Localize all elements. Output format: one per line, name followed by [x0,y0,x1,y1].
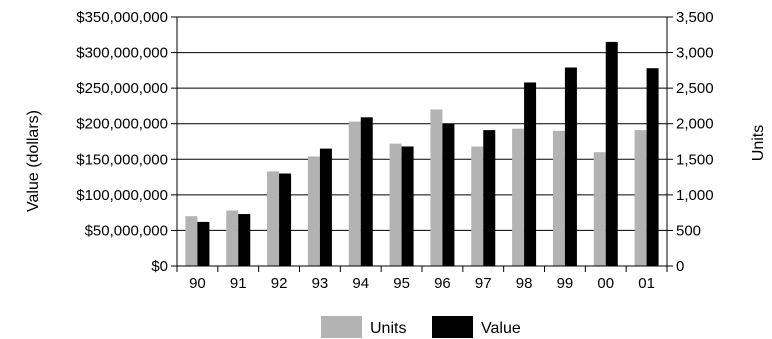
x-tick-label: 96 [434,275,451,292]
x-tick-labels: 90 91 92 93 94 95 96 97 98 99 00 01 [189,275,655,292]
x-tick-label: 97 [475,275,492,292]
left-tick-label: $250,000,000 [76,80,168,97]
x-tick-label: 98 [516,275,533,292]
right-tick-label: 3,500 [676,9,714,26]
legend-swatch-units [321,316,362,338]
x-tick-label: 92 [271,275,288,292]
bar-units [512,128,525,266]
left-tick-label: $300,000,000 [76,45,168,62]
axes [171,16,673,272]
left-tick-label: $0 [151,258,168,275]
bar-value [483,130,496,266]
x-tick-label: 99 [557,275,574,292]
bar-value [442,123,455,266]
bar-units [185,216,198,266]
bar-units [389,143,402,266]
bar-units [634,130,647,266]
x-tick-label: 93 [312,275,329,292]
left-tick-label: $100,000,000 [76,187,168,204]
right-tick-label: 2,500 [676,80,714,97]
bars [185,41,659,267]
bar-value [646,68,659,266]
x-tick-label: 95 [393,275,410,292]
gridlines [177,16,667,231]
bar-value [279,173,292,266]
x-tick-label: 90 [189,275,206,292]
legend-label-units: Units [370,320,406,337]
bar-value [360,117,373,266]
x-tick-label: 01 [638,275,655,292]
right-tick-labels: 0 500 1,000 1,500 2,000 2,500 3,000 3,500 [676,9,714,275]
left-tick-labels: $0 $50,000,000 $100,000,000 $150,000,000 $20… [76,9,168,275]
right-tick-label: 0 [676,258,684,275]
bar-value [564,67,577,266]
right-tick-label: 1,500 [676,151,714,168]
left-tick-label: $50,000,000 [85,222,168,239]
bar-units [471,146,484,266]
legend: Units Value [321,316,521,338]
bar-value [197,221,210,266]
bar-units [348,121,361,266]
bar-value [605,41,618,267]
bar-units [307,156,320,266]
y-axis-title-right: Units [750,125,767,161]
x-tick-label: 00 [597,275,614,292]
bar-value [524,82,537,266]
right-tick-label: 1,000 [676,187,714,204]
y-axis-title-left: Value (dollars) [25,110,42,212]
bar-units [552,130,565,266]
x-tick-label: 94 [352,275,369,292]
bar-units [267,171,280,266]
bar-units [226,210,239,266]
right-tick-label: 2,000 [676,116,714,133]
bar-units [430,109,443,266]
x-tick-label: 91 [230,275,247,292]
legend-swatch-value [432,316,473,338]
left-tick-label: $200,000,000 [76,116,168,133]
bar-value [319,148,332,266]
right-tick-label: 3,000 [676,45,714,62]
bar-value [238,214,251,266]
bar-value [401,146,414,266]
left-tick-label: $350,000,000 [76,9,168,26]
left-tick-label: $150,000,000 [76,151,168,168]
right-tick-label: 500 [676,222,701,239]
legend-label-value: Value [481,320,521,337]
bar-units [593,152,606,266]
